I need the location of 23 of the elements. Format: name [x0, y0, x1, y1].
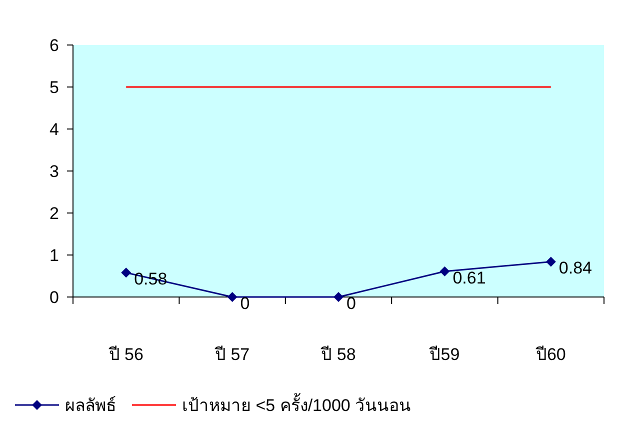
data-label: 0	[346, 294, 356, 313]
point	[334, 292, 344, 302]
legend-label: เป้าหมาย <5 ครั้ง/1000 วันนอน	[182, 393, 412, 415]
x-tick-label: ปี 58	[320, 345, 356, 364]
legend-label: ผลลัพธ์	[65, 396, 116, 415]
x-tick-label: ปี60	[534, 345, 566, 364]
y-tick-label: 0	[50, 288, 59, 307]
point	[227, 292, 238, 302]
point	[440, 266, 450, 276]
point	[121, 268, 132, 278]
point	[546, 256, 556, 267]
y-tick-label: 6	[50, 36, 59, 55]
x-tick-label: ปี 56	[108, 345, 144, 364]
y-tick-label: 3	[50, 162, 59, 181]
y-tick-label: 1	[50, 246, 59, 265]
data-label: 0	[240, 294, 250, 313]
data-label: 0.61	[452, 268, 486, 288]
y-tick-label: 2	[50, 204, 59, 223]
x-tick-label: ปี 57	[214, 345, 250, 364]
data-label: 0.84	[558, 258, 592, 278]
x-tick-label: ปี59	[428, 345, 460, 364]
y-tick-label: 4	[50, 120, 59, 139]
y-tick-label: 5	[50, 78, 59, 97]
